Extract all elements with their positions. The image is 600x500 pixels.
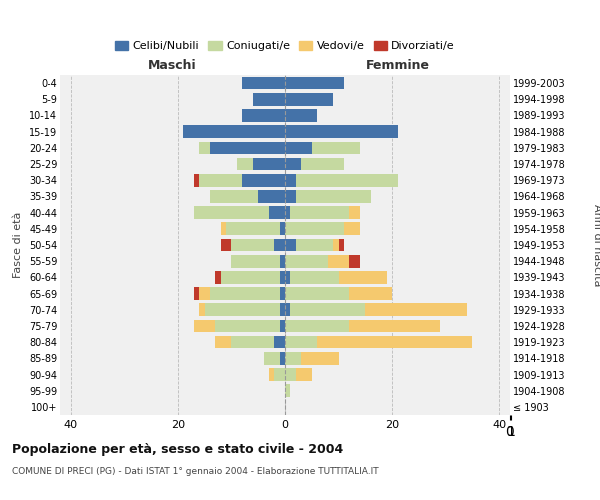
Bar bbox=[301, 158, 344, 170]
Bar bbox=[199, 142, 210, 154]
Bar bbox=[274, 336, 285, 348]
Bar bbox=[253, 158, 285, 170]
Bar bbox=[194, 206, 269, 219]
Legend: Celibi/Nubili, Coniugati/e, Vedovi/e, Divorziati/e: Celibi/Nubili, Coniugati/e, Vedovi/e, Di… bbox=[110, 36, 460, 56]
Bar bbox=[232, 255, 280, 268]
Bar bbox=[280, 288, 285, 300]
Bar bbox=[290, 206, 349, 219]
Bar bbox=[285, 109, 317, 122]
Bar bbox=[194, 288, 199, 300]
Bar bbox=[349, 255, 360, 268]
Bar bbox=[285, 271, 290, 283]
Bar bbox=[333, 238, 338, 252]
Bar bbox=[290, 271, 338, 283]
Bar bbox=[199, 288, 210, 300]
Bar bbox=[274, 238, 285, 252]
Bar bbox=[232, 336, 274, 348]
Bar bbox=[296, 238, 333, 252]
Bar bbox=[280, 222, 285, 235]
Bar bbox=[242, 77, 285, 90]
Bar bbox=[215, 336, 232, 348]
Bar bbox=[269, 206, 285, 219]
Bar bbox=[285, 142, 312, 154]
Bar bbox=[349, 288, 392, 300]
Text: Femmine: Femmine bbox=[365, 59, 430, 72]
Bar bbox=[285, 368, 296, 381]
Text: Anni di nascita: Anni di nascita bbox=[592, 204, 600, 286]
Bar bbox=[317, 336, 473, 348]
Bar bbox=[296, 368, 312, 381]
Y-axis label: Fasce di età: Fasce di età bbox=[13, 212, 23, 278]
Bar bbox=[221, 222, 226, 235]
Bar bbox=[285, 190, 296, 202]
Bar bbox=[296, 190, 371, 202]
Bar bbox=[285, 288, 349, 300]
Bar bbox=[210, 288, 280, 300]
Bar bbox=[285, 93, 333, 106]
Bar bbox=[210, 190, 258, 202]
Bar bbox=[285, 352, 301, 364]
Bar bbox=[285, 336, 317, 348]
Bar bbox=[232, 238, 274, 252]
Bar bbox=[280, 304, 285, 316]
Bar bbox=[269, 368, 274, 381]
Bar bbox=[205, 304, 280, 316]
Bar bbox=[285, 384, 290, 397]
Bar bbox=[274, 368, 285, 381]
Bar bbox=[280, 320, 285, 332]
Bar bbox=[258, 190, 285, 202]
Bar bbox=[285, 174, 296, 186]
Bar bbox=[242, 174, 285, 186]
Bar bbox=[280, 352, 285, 364]
Bar bbox=[215, 320, 280, 332]
Bar bbox=[290, 304, 365, 316]
Bar bbox=[285, 320, 349, 332]
Text: Maschi: Maschi bbox=[148, 59, 197, 72]
Bar bbox=[194, 174, 199, 186]
Bar bbox=[301, 352, 338, 364]
Bar bbox=[312, 142, 360, 154]
Bar bbox=[328, 255, 349, 268]
Bar bbox=[199, 174, 242, 186]
Bar bbox=[285, 255, 328, 268]
Bar bbox=[215, 271, 221, 283]
Bar bbox=[226, 222, 280, 235]
Bar bbox=[285, 222, 344, 235]
Bar bbox=[237, 158, 253, 170]
Bar bbox=[338, 238, 344, 252]
Bar bbox=[210, 142, 285, 154]
Bar bbox=[338, 271, 387, 283]
Text: COMUNE DI PRECI (PG) - Dati ISTAT 1° gennaio 2004 - Elaborazione TUTTITALIA.IT: COMUNE DI PRECI (PG) - Dati ISTAT 1° gen… bbox=[12, 468, 379, 476]
Bar bbox=[349, 206, 360, 219]
Text: Popolazione per età, sesso e stato civile - 2004: Popolazione per età, sesso e stato civil… bbox=[12, 442, 343, 456]
Bar bbox=[194, 320, 215, 332]
Bar bbox=[365, 304, 467, 316]
Bar bbox=[221, 271, 280, 283]
Bar bbox=[285, 304, 290, 316]
Bar bbox=[221, 238, 232, 252]
Bar bbox=[285, 158, 301, 170]
Bar bbox=[199, 304, 205, 316]
Bar bbox=[285, 126, 398, 138]
Bar bbox=[285, 206, 290, 219]
Bar bbox=[263, 352, 280, 364]
Bar bbox=[285, 77, 344, 90]
Bar bbox=[253, 93, 285, 106]
Bar bbox=[285, 238, 296, 252]
Bar bbox=[242, 109, 285, 122]
Bar bbox=[280, 255, 285, 268]
Bar bbox=[183, 126, 285, 138]
Bar bbox=[349, 320, 440, 332]
Bar bbox=[280, 271, 285, 283]
Bar bbox=[296, 174, 398, 186]
Bar bbox=[344, 222, 360, 235]
